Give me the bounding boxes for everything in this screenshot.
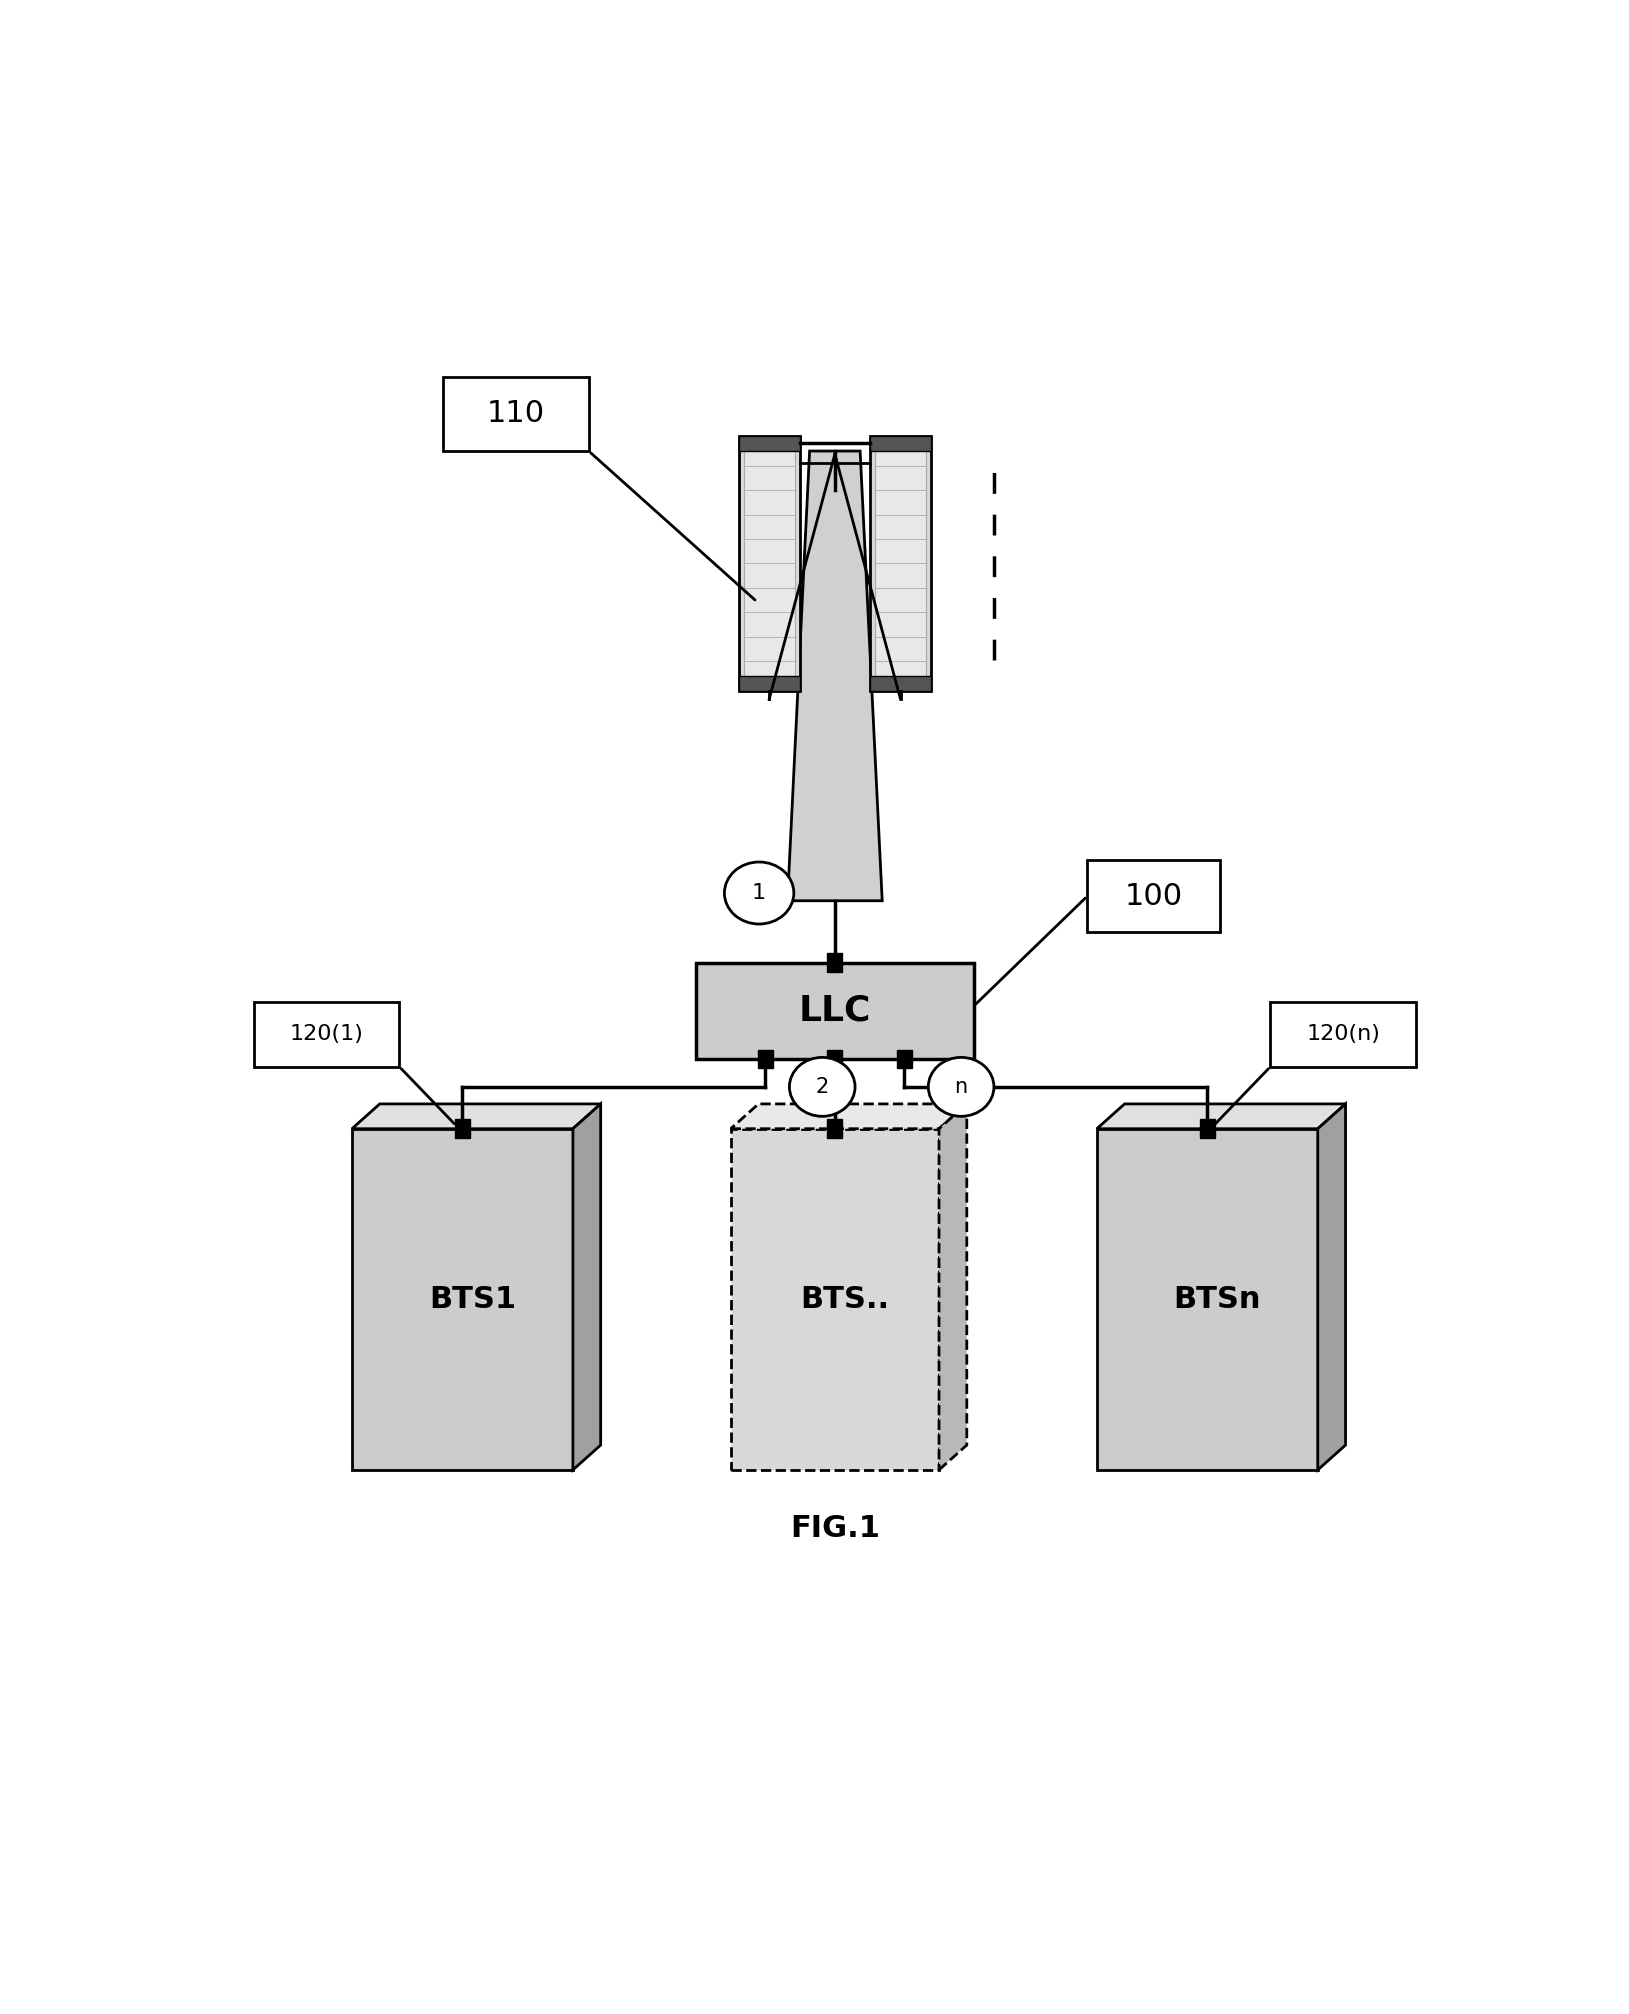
Polygon shape bbox=[787, 451, 883, 900]
Polygon shape bbox=[828, 1120, 842, 1138]
Polygon shape bbox=[828, 1049, 842, 1067]
Polygon shape bbox=[1318, 1104, 1346, 1470]
Polygon shape bbox=[352, 1128, 573, 1470]
Polygon shape bbox=[740, 435, 800, 691]
Text: 110: 110 bbox=[487, 399, 546, 429]
Polygon shape bbox=[757, 1049, 774, 1067]
Polygon shape bbox=[870, 677, 930, 691]
Ellipse shape bbox=[725, 862, 793, 924]
FancyBboxPatch shape bbox=[254, 1001, 399, 1067]
Polygon shape bbox=[731, 1104, 966, 1128]
FancyBboxPatch shape bbox=[1271, 1001, 1416, 1067]
Polygon shape bbox=[938, 1104, 966, 1470]
Polygon shape bbox=[870, 435, 930, 691]
Polygon shape bbox=[740, 435, 800, 451]
Text: BTS..: BTS.. bbox=[800, 1285, 889, 1313]
Text: n: n bbox=[955, 1077, 968, 1098]
Text: 100: 100 bbox=[1124, 882, 1183, 910]
Polygon shape bbox=[744, 441, 795, 685]
Polygon shape bbox=[1199, 1120, 1215, 1138]
Polygon shape bbox=[352, 1104, 601, 1128]
Polygon shape bbox=[573, 1104, 601, 1470]
FancyBboxPatch shape bbox=[696, 963, 974, 1059]
FancyBboxPatch shape bbox=[1088, 860, 1220, 932]
Text: 120(1): 120(1) bbox=[290, 1025, 363, 1043]
Text: 120(n): 120(n) bbox=[1306, 1025, 1380, 1043]
Polygon shape bbox=[1096, 1104, 1346, 1128]
Ellipse shape bbox=[790, 1057, 855, 1116]
Polygon shape bbox=[875, 441, 925, 685]
Polygon shape bbox=[896, 1049, 912, 1067]
Polygon shape bbox=[454, 1120, 471, 1138]
Polygon shape bbox=[731, 1128, 938, 1470]
FancyBboxPatch shape bbox=[443, 377, 588, 451]
Text: 1: 1 bbox=[753, 882, 766, 902]
Text: 2: 2 bbox=[816, 1077, 829, 1098]
Ellipse shape bbox=[929, 1057, 994, 1116]
Text: BTSn: BTSn bbox=[1173, 1285, 1261, 1313]
Text: LLC: LLC bbox=[798, 993, 872, 1027]
Polygon shape bbox=[870, 435, 930, 451]
Polygon shape bbox=[740, 677, 800, 691]
Polygon shape bbox=[828, 953, 842, 973]
Polygon shape bbox=[1096, 1128, 1318, 1470]
Text: BTS1: BTS1 bbox=[428, 1285, 516, 1313]
Text: FIG.1: FIG.1 bbox=[790, 1515, 880, 1543]
